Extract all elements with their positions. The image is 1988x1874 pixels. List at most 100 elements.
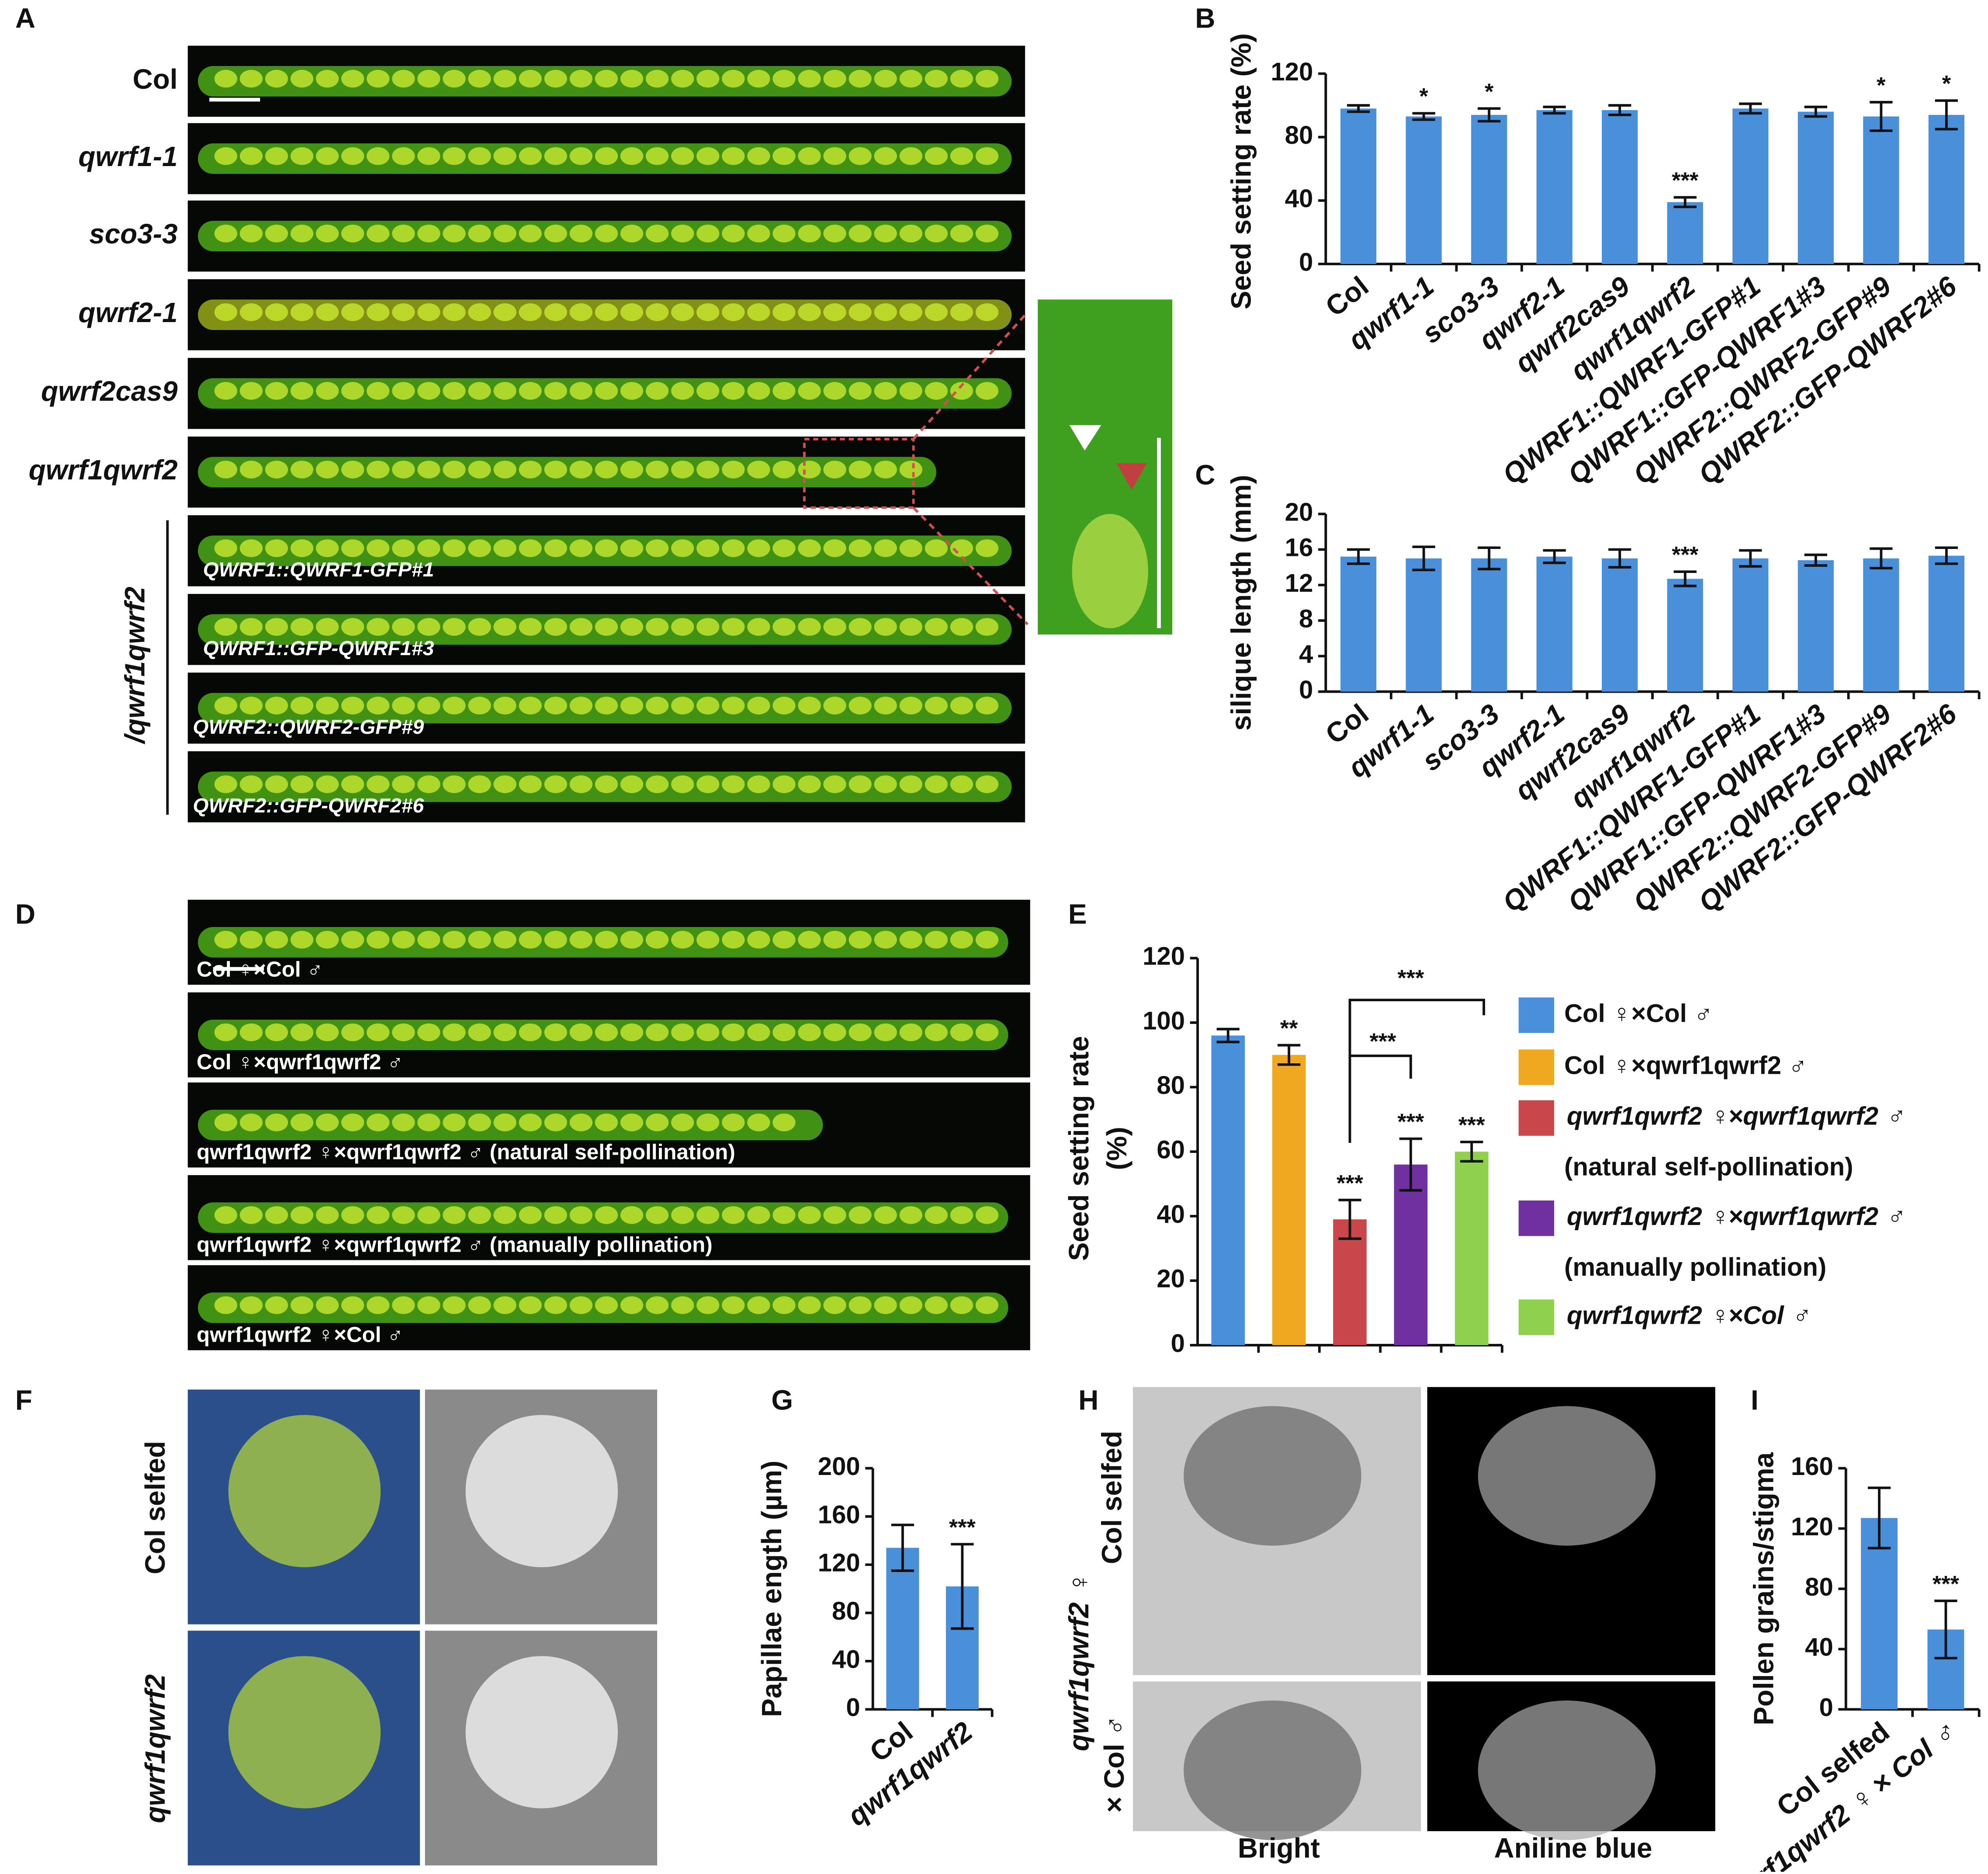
seed xyxy=(975,69,999,88)
seed xyxy=(722,225,745,243)
seed xyxy=(645,697,669,715)
seed xyxy=(798,697,821,715)
seed xyxy=(671,382,694,400)
significance: * xyxy=(1485,79,1494,104)
row-label: qwrf1qwrf2 xyxy=(139,1674,171,1823)
seed xyxy=(214,775,237,793)
seed xyxy=(823,930,846,949)
seed xyxy=(443,539,466,557)
seed xyxy=(645,147,669,165)
error-bar xyxy=(951,1543,974,1630)
bar xyxy=(1272,1055,1306,1345)
seed xyxy=(722,303,745,321)
seed xyxy=(798,461,821,479)
seed xyxy=(417,303,440,321)
seed xyxy=(569,775,592,793)
seed xyxy=(544,1206,567,1224)
seed xyxy=(392,303,415,321)
seed xyxy=(950,1296,973,1314)
y-tick-label: 80 xyxy=(1157,1071,1185,1100)
seed xyxy=(849,147,872,165)
seed xyxy=(899,930,922,949)
seed xyxy=(975,303,999,321)
seed xyxy=(925,618,948,636)
seed xyxy=(696,697,720,715)
error-bar xyxy=(1934,1600,1957,1659)
bar xyxy=(1602,558,1638,692)
seed xyxy=(925,382,948,400)
seed xyxy=(367,618,390,636)
seed xyxy=(341,539,364,557)
seed xyxy=(671,697,694,715)
seed xyxy=(747,618,770,636)
y-tick-label: 40 xyxy=(1157,1200,1185,1229)
seed xyxy=(899,1296,922,1314)
seed xyxy=(595,461,618,479)
seed xyxy=(798,539,821,557)
error-bar xyxy=(1478,546,1501,570)
seed xyxy=(823,69,846,88)
error-bar xyxy=(1673,196,1697,208)
seed xyxy=(214,697,237,715)
seed xyxy=(645,539,669,557)
y-tick-label: 80 xyxy=(832,1597,860,1625)
y-tick-label: 40 xyxy=(1285,184,1313,213)
seed xyxy=(671,1114,694,1131)
seed xyxy=(899,1206,922,1224)
significance: *** xyxy=(949,1515,976,1540)
seed xyxy=(747,147,770,165)
y-tick-label: 20 xyxy=(1285,498,1313,526)
seed xyxy=(671,1206,694,1224)
seed xyxy=(519,303,542,321)
seed xyxy=(772,1296,796,1314)
seed xyxy=(519,225,542,243)
seed xyxy=(595,1296,618,1314)
legend-label: Col ♀×qwrf1qwrf2 ♂ xyxy=(1564,1051,1807,1079)
seed xyxy=(645,69,669,88)
seed xyxy=(493,1114,516,1131)
seed xyxy=(290,382,314,400)
seed xyxy=(367,697,390,715)
seed xyxy=(798,775,821,793)
seed xyxy=(645,618,669,636)
seed xyxy=(823,697,846,715)
seed xyxy=(899,461,922,479)
significance: *** xyxy=(1933,1572,1960,1597)
panel-letter: E xyxy=(1068,898,1087,930)
row-label: Col selfed xyxy=(1096,1431,1127,1564)
seed xyxy=(823,147,846,165)
seed xyxy=(696,930,720,949)
scale-bar xyxy=(213,967,264,971)
seed xyxy=(367,147,390,165)
line-label: QWRF1::QWRF1-GFP#1 xyxy=(203,558,434,581)
seed xyxy=(620,225,644,243)
seed xyxy=(417,225,440,243)
seed xyxy=(975,1296,999,1314)
y-tick-label: 0 xyxy=(1819,1694,1833,1722)
seed xyxy=(493,618,516,636)
seed xyxy=(493,930,516,949)
seed xyxy=(265,461,288,479)
y-tick-label: 120 xyxy=(1791,1513,1833,1541)
seed xyxy=(595,147,618,165)
y-tick-label: 160 xyxy=(1791,1452,1833,1481)
seed xyxy=(316,1206,339,1224)
seed xyxy=(899,147,922,165)
seed xyxy=(722,775,745,793)
seed xyxy=(417,1206,440,1224)
seed xyxy=(747,303,770,321)
seed xyxy=(950,1023,973,1041)
seed xyxy=(772,1114,796,1131)
seed xyxy=(265,382,288,400)
y-tick-label: 120 xyxy=(818,1549,860,1577)
seed xyxy=(671,775,694,793)
seed xyxy=(316,147,339,165)
seed xyxy=(214,147,237,165)
seed xyxy=(544,1114,567,1131)
seed xyxy=(290,1296,314,1314)
arrow-red xyxy=(1116,463,1147,490)
seed xyxy=(417,930,440,949)
seed xyxy=(265,775,288,793)
seed xyxy=(316,225,339,243)
